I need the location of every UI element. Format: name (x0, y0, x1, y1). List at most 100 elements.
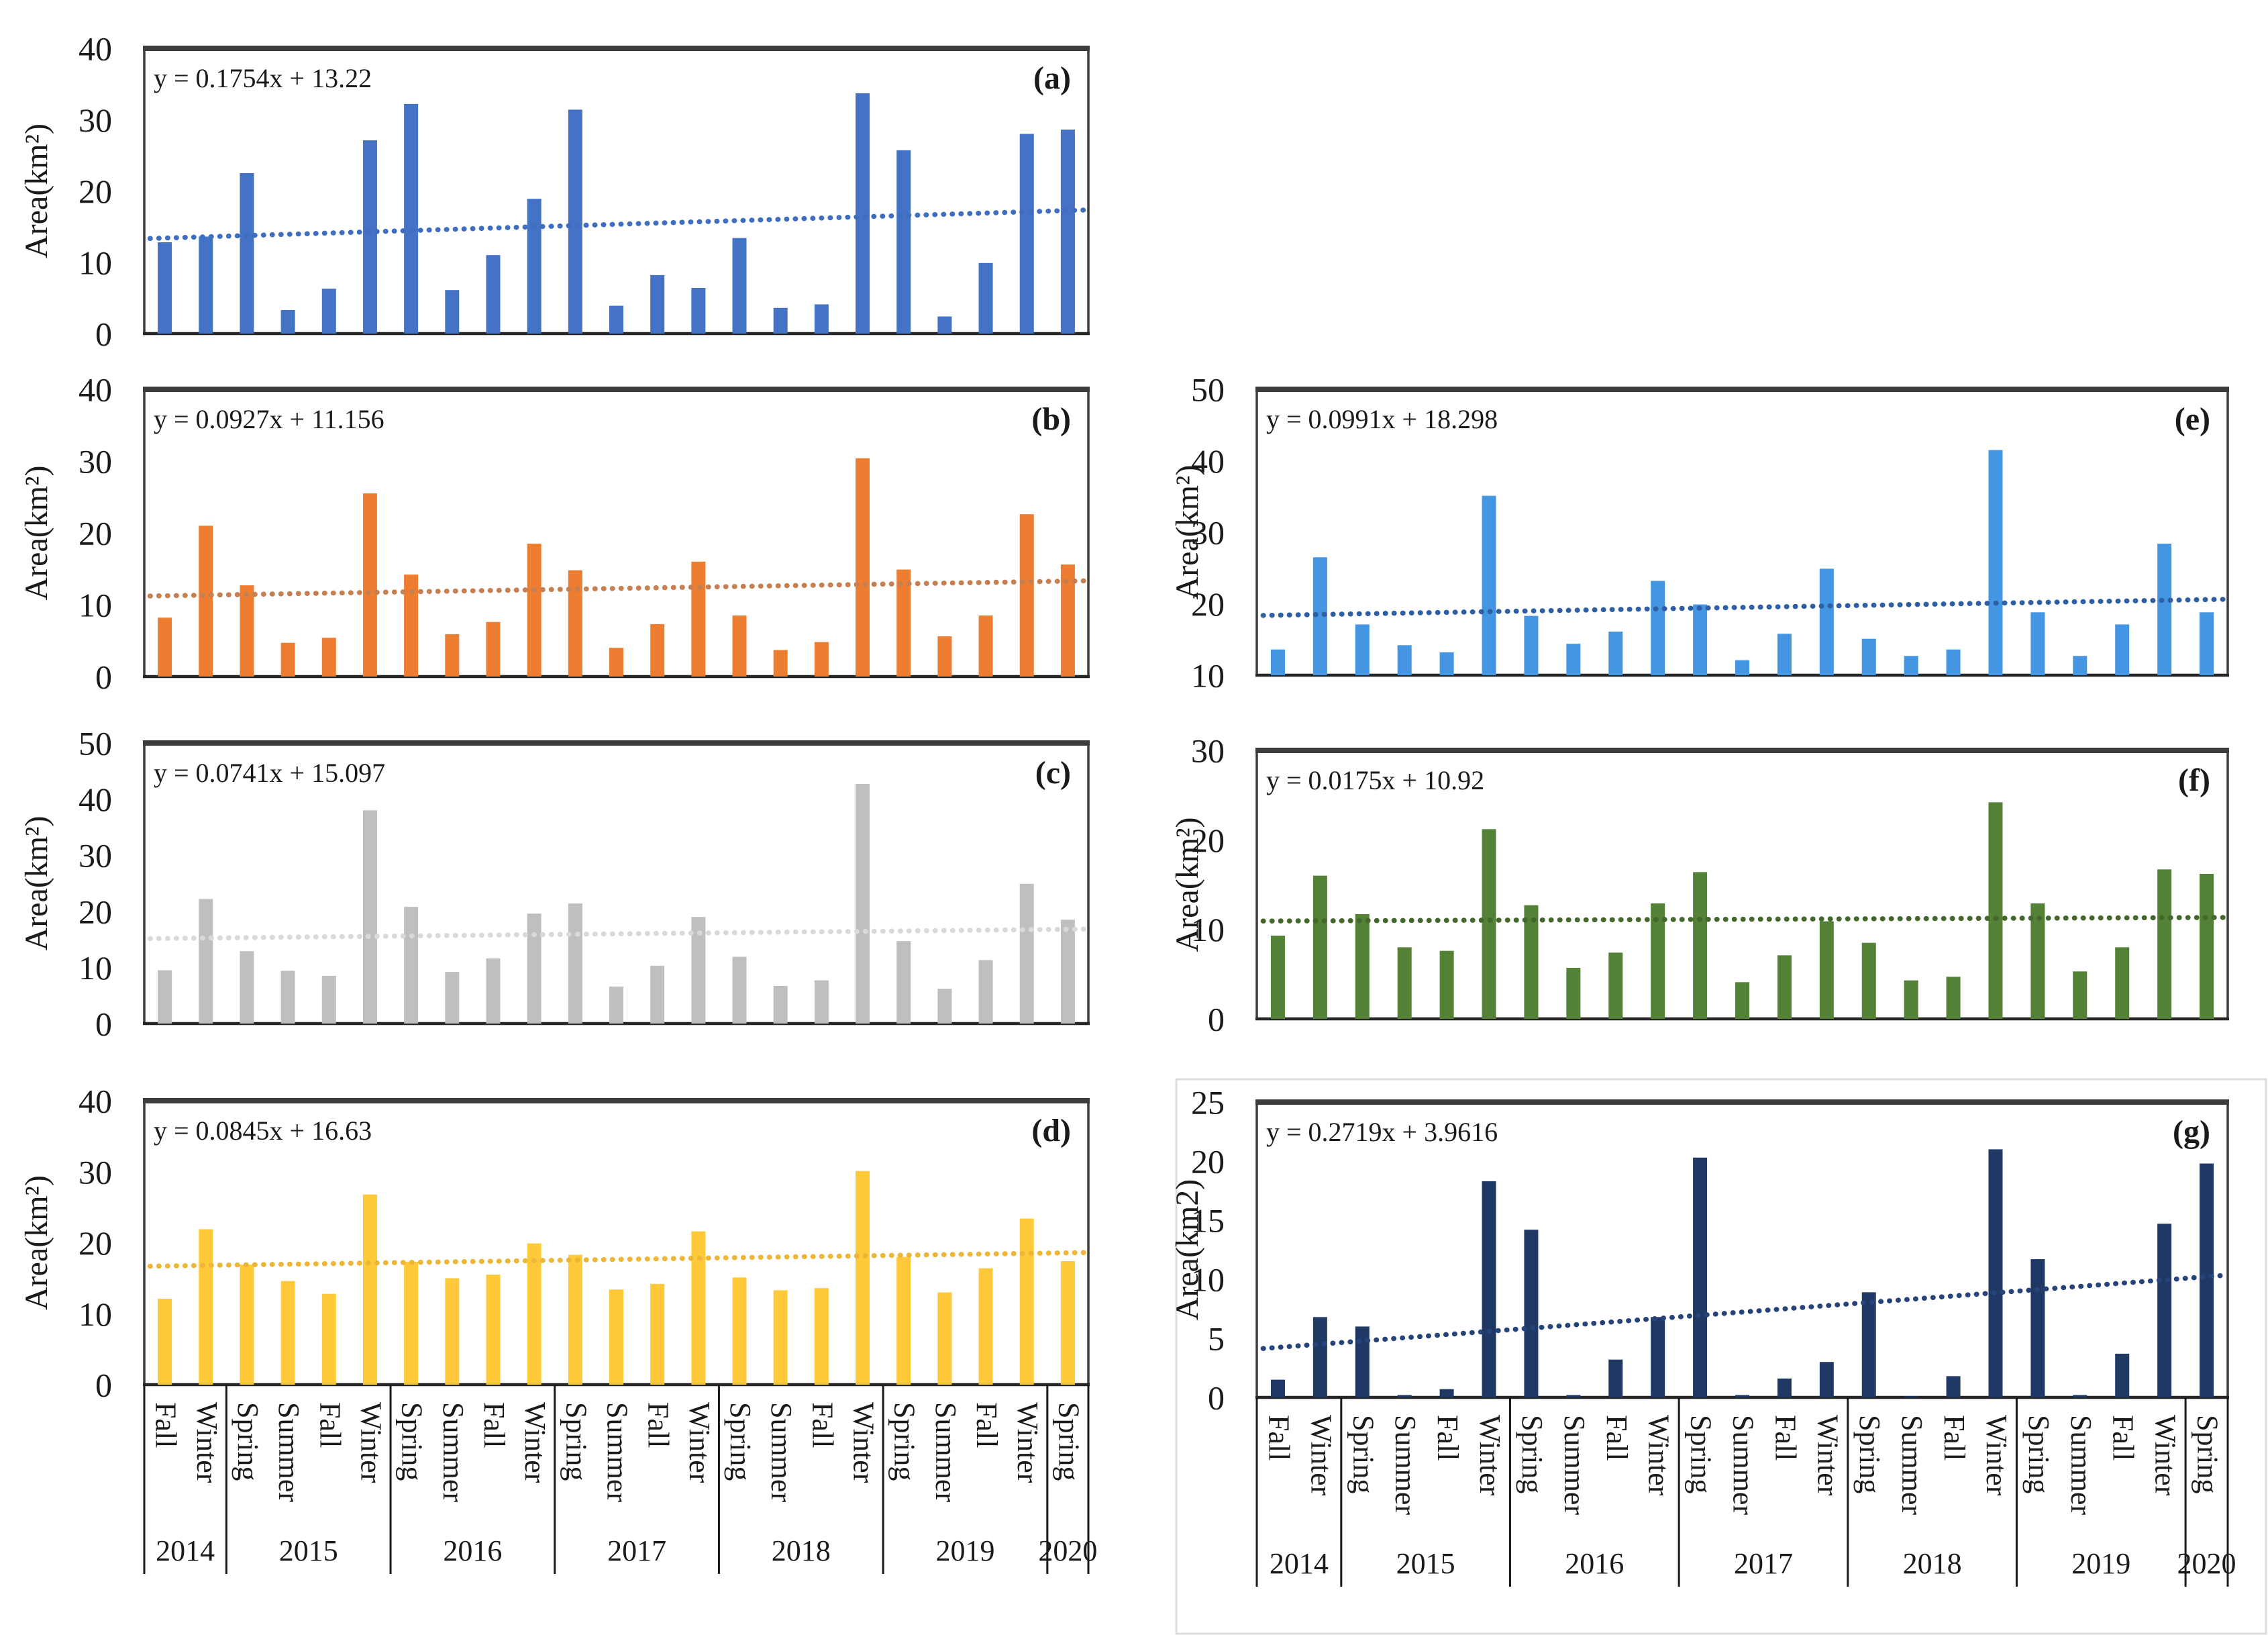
bar (1312, 557, 1327, 675)
bar (240, 1265, 254, 1385)
bar (158, 970, 172, 1024)
chart-g: 0 5 10 15 20 25 Area(km2) y = 0.2719x + 3.9616 (… (1170, 1078, 2267, 1635)
season-label: Summer (437, 1402, 470, 1502)
bar (568, 903, 582, 1024)
bar (199, 236, 213, 334)
bar (732, 615, 747, 677)
season-label: Summer (929, 1402, 962, 1502)
bar (321, 289, 336, 334)
bar (527, 913, 542, 1024)
trend-equation: y = 0.0991x + 18.298 (1266, 404, 1498, 434)
trend-equation: y = 0.0741x + 15.097 (154, 758, 385, 788)
year-label: 2016 (1565, 1547, 1624, 1580)
bar (978, 960, 993, 1024)
bar (1693, 604, 1708, 675)
bar (856, 784, 870, 1024)
season-label: Fall (2107, 1415, 2140, 1460)
bar (1566, 1395, 1581, 1397)
y-tick-label: 20 (79, 1224, 112, 1262)
bar (158, 617, 172, 677)
y-tick-label: 20 (79, 893, 112, 930)
bar (321, 638, 336, 677)
bar (732, 956, 747, 1024)
season-label: Summer (2065, 1415, 2098, 1515)
bar (978, 1268, 993, 1385)
season-label: Summer (1896, 1415, 1928, 1515)
season-label: Winter (2149, 1415, 2182, 1496)
bar (896, 941, 911, 1024)
bar (1439, 1389, 1454, 1397)
year-label: 2018 (1903, 1547, 1962, 1580)
season-label: Fall (1262, 1415, 1295, 1460)
bar (896, 150, 911, 334)
y-tick-label: 0 (1208, 1001, 1225, 1038)
chart-c: 0 10 20 30 40 50 Area(km²) y = 0.0741x + 15.097… (19, 725, 1090, 1043)
bar (1060, 130, 1075, 334)
bar (650, 275, 665, 334)
season-label: Fall (1431, 1415, 1464, 1460)
bar (2073, 971, 2087, 1019)
bars (1270, 450, 2214, 675)
bar (1651, 581, 1665, 675)
bar (445, 972, 460, 1024)
bar (937, 316, 952, 334)
y-tick-label: 30 (79, 1153, 112, 1191)
year-label: 2015 (1396, 1547, 1455, 1580)
bars (158, 1171, 1075, 1385)
bar (1988, 450, 2003, 675)
trend-line (1260, 597, 2228, 618)
bar (1397, 947, 1412, 1019)
bar (404, 575, 419, 677)
year-label: 2016 (443, 1534, 502, 1567)
season-label: Spring (2022, 1415, 2055, 1493)
bar (650, 1283, 665, 1385)
bars (158, 458, 1075, 677)
bar (1060, 564, 1075, 677)
bar (1777, 1378, 1792, 1397)
bar (445, 1278, 460, 1385)
y-tick-label: 10 (79, 244, 112, 281)
season-label: Fall (1938, 1415, 1971, 1460)
bar (1439, 652, 1454, 675)
bar (1946, 977, 1961, 1019)
bar (486, 255, 501, 334)
bars (1270, 1149, 2214, 1397)
bar (280, 1281, 295, 1385)
y-axis-label: Area(km²) (1170, 465, 1205, 600)
bar (1566, 644, 1581, 675)
bar (527, 544, 542, 677)
bar (2157, 1224, 2172, 1397)
bar (609, 648, 623, 677)
season-label: Winter (847, 1402, 880, 1483)
bar (486, 622, 501, 677)
bar (1819, 921, 1834, 1019)
season-label: Spring (231, 1402, 264, 1481)
trend-equation: y = 0.0845x + 16.63 (154, 1116, 372, 1146)
bar (1060, 920, 1075, 1024)
bar (691, 561, 706, 677)
bar (856, 458, 870, 677)
season-label: Fall (642, 1402, 675, 1448)
y-tick-label: 20 (1191, 585, 1225, 623)
year-label: 2017 (1734, 1547, 1793, 1580)
bar (1608, 632, 1623, 675)
season-label: Winter (1980, 1415, 2013, 1496)
bar (1819, 1362, 1834, 1397)
season-label: Winter (354, 1402, 387, 1483)
chart-d: 0 10 20 30 40 Area(km²) y = 0.0845x + 16.63 (d)… (19, 1083, 1097, 1574)
panel-label: (f) (2178, 762, 2210, 798)
bar (280, 971, 295, 1024)
bar (1524, 905, 1539, 1019)
trend-line (147, 207, 1090, 242)
y-tick-label: 20 (1191, 822, 1225, 859)
season-label: Summer (765, 1402, 798, 1502)
bar (240, 172, 254, 334)
bar (1904, 656, 1918, 675)
season-label: Winter (1643, 1415, 1676, 1496)
bar (1988, 1149, 2003, 1397)
y-tick-label: 0 (95, 1005, 112, 1043)
y-tick-label: 20 (79, 515, 112, 552)
season-label: Spring (1685, 1415, 1718, 1493)
trend-equation: y = 0.0927x + 11.156 (154, 404, 384, 434)
bar (158, 242, 172, 334)
